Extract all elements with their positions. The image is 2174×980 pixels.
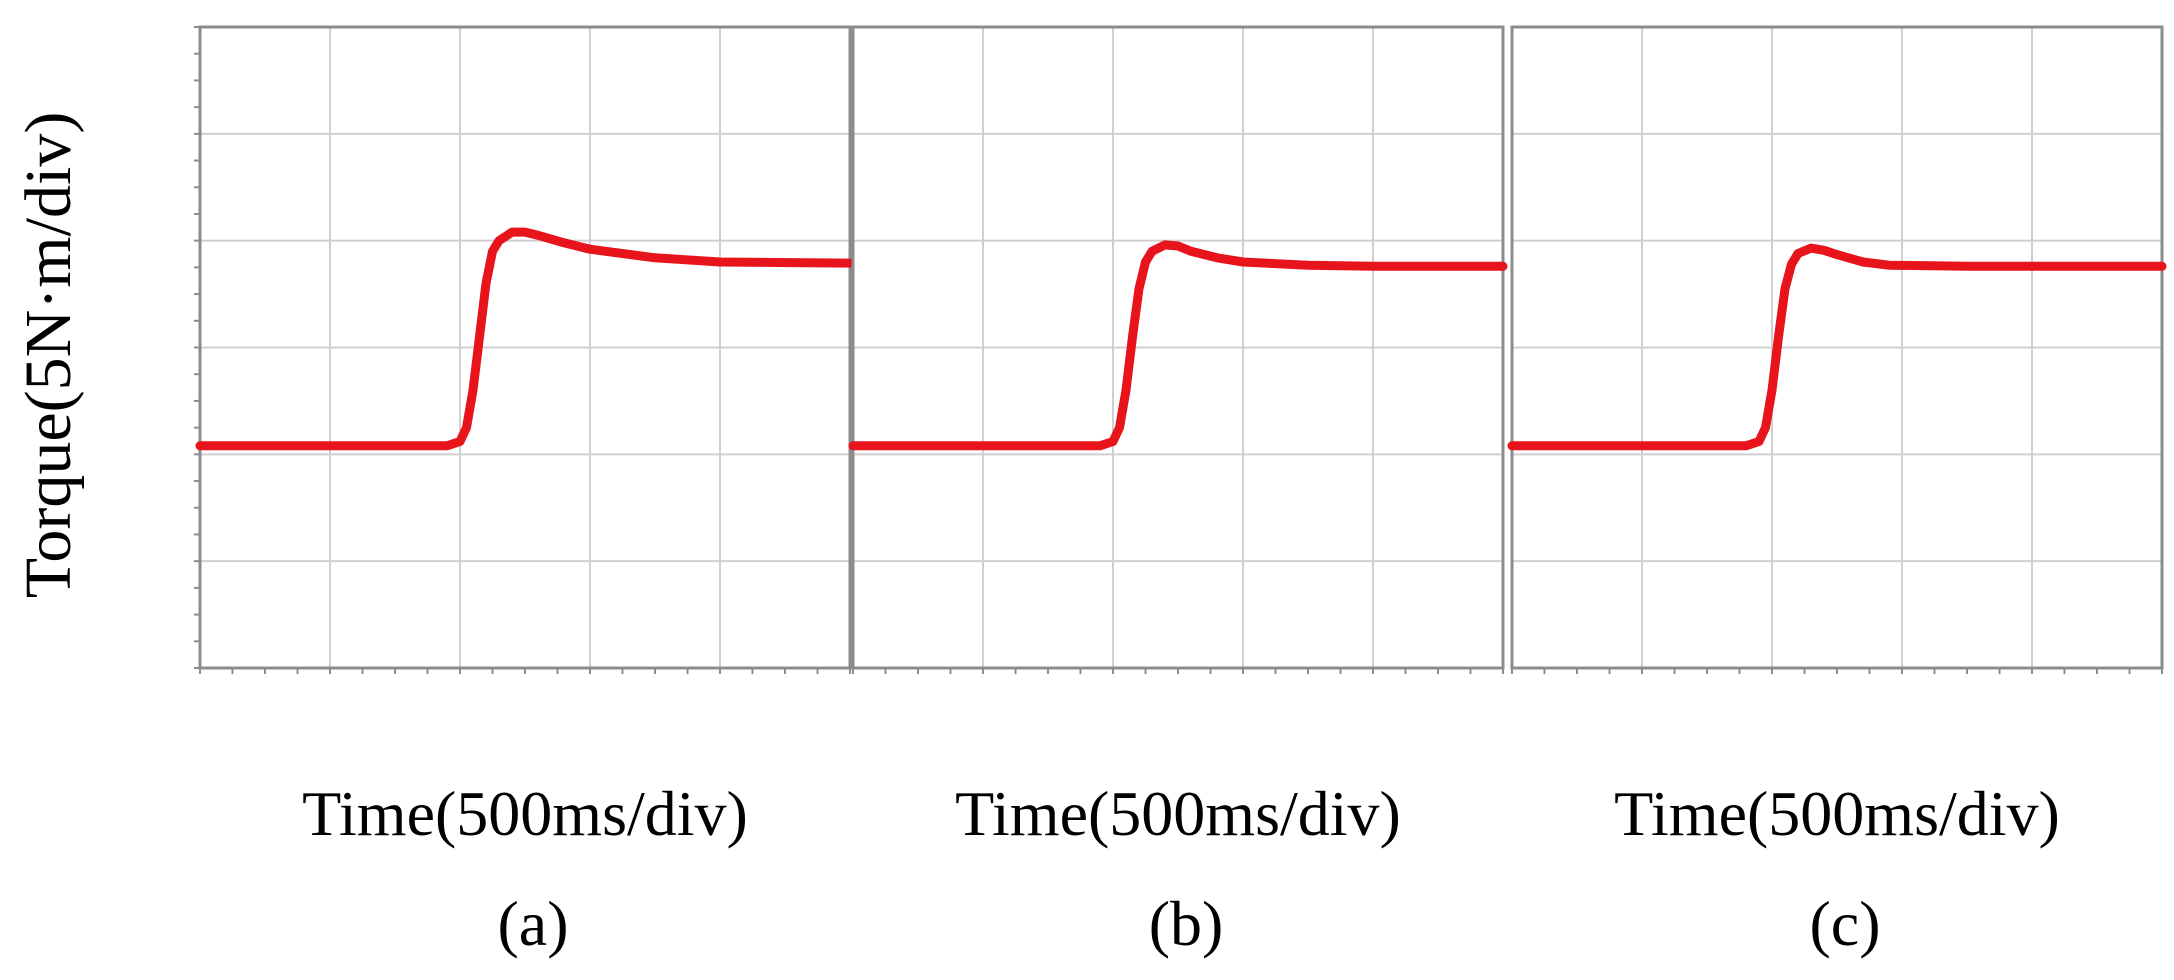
x-axis-label: Time(500ms/div)	[302, 778, 748, 849]
torque-trace	[1507, 243, 2167, 451]
x-axis-label: Time(500ms/div)	[1614, 778, 2060, 849]
panel-caption: (a)	[497, 888, 568, 959]
torque-trace	[195, 227, 855, 451]
panel-caption: (c)	[1809, 888, 1880, 959]
panel-caption: (b)	[1149, 888, 1224, 959]
torque-trace	[848, 240, 1508, 451]
y-axis-label: Torque(5N·m/div)	[12, 112, 85, 599]
panel-a: Time(500ms/div) (a)	[194, 25, 855, 959]
x-axis-label: Time(500ms/div)	[955, 778, 1401, 849]
panels-group: Time(500ms/div)(a)Time(500ms/div)(b)Time…	[194, 25, 2167, 959]
panel-c: Time(500ms/div) (c)	[1507, 25, 2167, 959]
panel-b: Time(500ms/div) (b)	[848, 25, 1508, 959]
